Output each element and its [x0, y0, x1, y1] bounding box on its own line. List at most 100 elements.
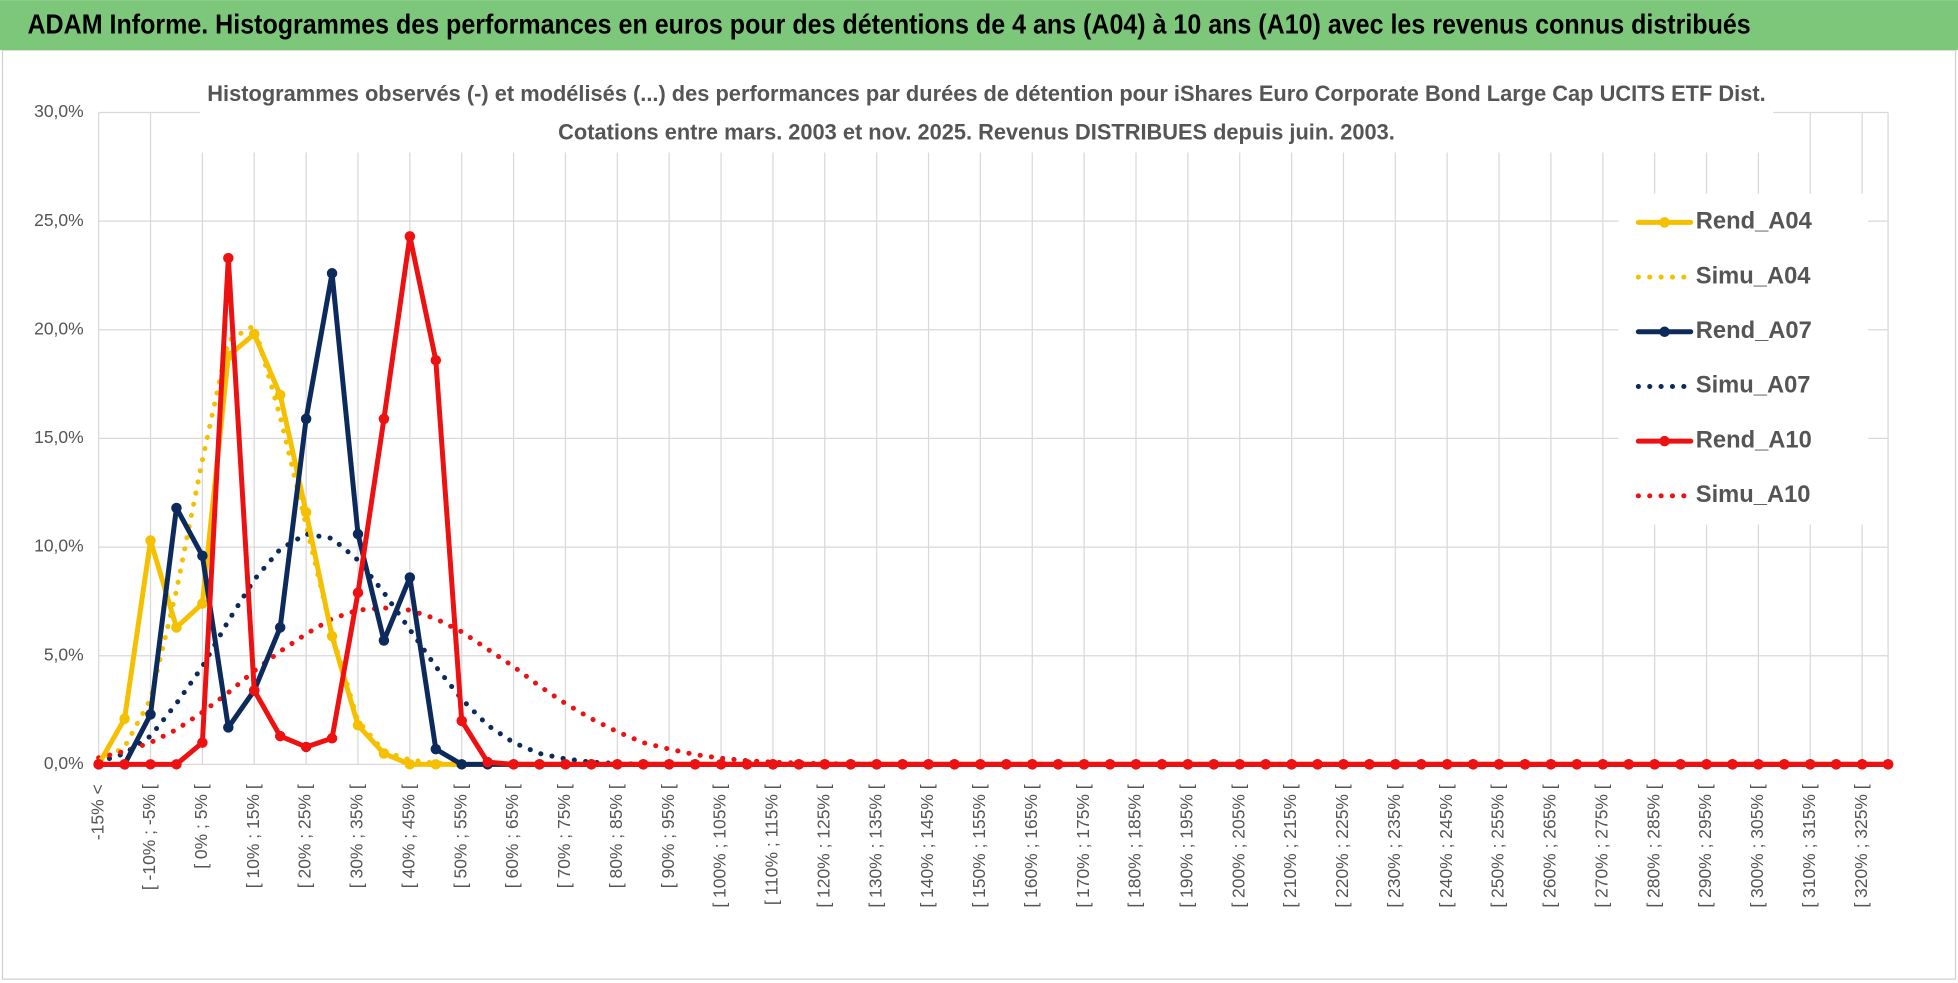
marker — [326, 733, 338, 744]
legend: Rend_A04 Simu_A04 Rend_A07 Simu_A07 Rend_A10… — [1618, 193, 1869, 525]
marker — [171, 759, 182, 770]
marker — [1001, 759, 1012, 770]
marker — [300, 507, 312, 518]
marker — [378, 635, 390, 646]
marker — [352, 719, 364, 731]
marker — [845, 759, 856, 770]
line — [96, 233, 1891, 767]
marker — [1882, 759, 1894, 770]
marker — [1441, 759, 1453, 770]
marker — [1234, 759, 1245, 770]
marker — [1597, 759, 1609, 770]
marker — [793, 759, 805, 770]
x-tick-label: [ 240% ; 245% [ — [1436, 784, 1456, 907]
x-tick-label: [ 210% ; 215% [ — [1280, 784, 1300, 907]
marker — [1156, 759, 1168, 770]
marker — [119, 713, 130, 724]
marker — [923, 759, 934, 770]
marker — [171, 502, 182, 514]
x-tick-label: [ 10% ; 15% [ — [243, 784, 263, 888]
marker — [145, 709, 156, 720]
marker — [326, 268, 338, 279]
marker — [274, 389, 286, 401]
x-tick-label: [ 20% ; 25% [ — [295, 784, 315, 888]
marker — [1856, 759, 1868, 770]
x-tick-label: [ 80% ; 85% [ — [606, 784, 626, 888]
marker — [689, 759, 701, 770]
x-tick-label: [ 70% ; 75% [ — [554, 784, 574, 888]
marker — [1416, 759, 1427, 770]
x-tick-label: [ 260% ; 265% [ — [1540, 784, 1560, 907]
marker — [1104, 759, 1116, 770]
marker — [1467, 759, 1479, 770]
y-tick-label: 5,0% — [44, 644, 84, 664]
marker — [378, 748, 390, 759]
marker — [326, 630, 338, 642]
marker — [171, 622, 182, 633]
marker — [1649, 759, 1660, 770]
marker — [612, 759, 623, 770]
legend-label: Simu_A10 — [1696, 482, 1811, 508]
marker — [93, 759, 104, 770]
x-tick-label: [ 110% ; 115% [ — [762, 784, 782, 905]
x-tick-label: [ 280% ; 285% [ — [1643, 784, 1663, 907]
legend-marker — [1659, 217, 1670, 228]
marker — [1753, 759, 1764, 770]
chart-title: Histogrammes observés (-) et modélisés (… — [207, 81, 1765, 106]
marker — [1312, 759, 1323, 770]
x-tick-label: [ 290% ; 295% [ — [1695, 784, 1715, 907]
marker — [430, 759, 442, 770]
legend-label: Simu_A04 — [1696, 263, 1811, 289]
marker — [249, 685, 260, 696]
marker — [145, 535, 156, 546]
marker — [1545, 759, 1557, 770]
chart-subtitle: Cotations entre mars. 2003 et nov. 2025.… — [558, 120, 1395, 145]
marker — [1493, 759, 1505, 770]
marker — [456, 715, 467, 727]
legend-label: Simu_A07 — [1696, 373, 1811, 399]
marker — [456, 759, 467, 770]
x-tick-label: [ 140% ; 145% [ — [917, 784, 937, 907]
marker — [767, 759, 779, 770]
marker — [741, 759, 753, 770]
x-tick-label: [ 60% ; 65% [ — [502, 784, 522, 888]
legend-label: Rend_A07 — [1696, 318, 1812, 344]
marker — [1182, 759, 1194, 770]
marker — [638, 759, 649, 770]
marker — [300, 413, 312, 425]
legend-marker — [1659, 326, 1670, 338]
marker — [1623, 759, 1634, 770]
header-title: ADAM Informe. Histogrammes des performan… — [27, 9, 1750, 40]
marker — [300, 741, 312, 753]
marker — [119, 759, 130, 770]
x-tick-label: -15% < — [87, 784, 107, 840]
marker — [1727, 759, 1738, 770]
marker — [378, 413, 390, 425]
x-tick-label: [ 30% ; 35% [ — [347, 784, 367, 888]
x-tick-label: [ 190% ; 195% [ — [1176, 784, 1196, 907]
marker — [223, 252, 234, 264]
x-tick-label: [ 100% ; 105% [ — [710, 784, 730, 907]
marker — [1027, 759, 1038, 770]
marker — [1130, 759, 1142, 770]
marker — [975, 759, 986, 770]
marker — [586, 759, 597, 770]
marker — [1260, 759, 1271, 770]
marker — [1364, 759, 1375, 770]
marker — [1779, 759, 1790, 770]
x-tick-label: [ 170% ; 175% [ — [1073, 784, 1093, 907]
marker — [871, 759, 882, 770]
title-bg — [199, 75, 1774, 153]
marker — [1701, 759, 1712, 770]
x-tick-label: [ 90% ; 95% [ — [658, 784, 678, 888]
marker — [560, 759, 571, 770]
y-tick-label: 10,0% — [34, 536, 84, 556]
marker — [482, 756, 493, 768]
marker — [197, 598, 208, 609]
x-tick-label: [ 180% ; 185% [ — [1125, 784, 1145, 907]
x-tick-label: [ 250% ; 255% [ — [1488, 784, 1508, 907]
x-tick-label: [ 0% ; 5% [ — [191, 784, 211, 869]
marker — [197, 550, 208, 562]
x-tick-label: [ 120% ; 125% [ — [813, 784, 833, 907]
